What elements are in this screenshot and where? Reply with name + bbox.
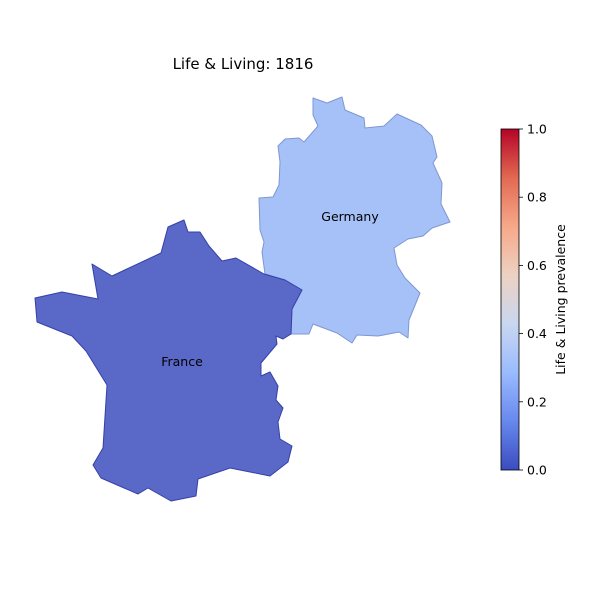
colorbar-ticks: 0.0 0.2 0.4 0.6 0.8 1.0 xyxy=(519,122,547,478)
region-label-france: France xyxy=(161,354,203,369)
map-title: Life & Living: 1816 xyxy=(173,55,314,73)
region-germany[interactable] xyxy=(258,96,451,344)
colorbar-tick-label: 0.2 xyxy=(527,394,547,409)
region-label-germany: Germany xyxy=(321,209,379,224)
region-france[interactable] xyxy=(34,219,303,502)
colorbar-tick-label: 0.6 xyxy=(527,258,547,273)
colorbar-tick-label: 1.0 xyxy=(527,122,547,137)
colorbar-tick-label: 0.4 xyxy=(527,326,547,341)
colorbar-label: Life & Living prevalence xyxy=(553,224,568,375)
colorbar-tick-label: 0.8 xyxy=(527,190,547,205)
colorbar: 0.0 0.2 0.4 0.6 0.8 1.0 Life & Living prevale… xyxy=(500,122,568,478)
colorbar-gradient xyxy=(500,128,520,471)
colorbar-tick-label: 0.0 xyxy=(527,463,547,478)
